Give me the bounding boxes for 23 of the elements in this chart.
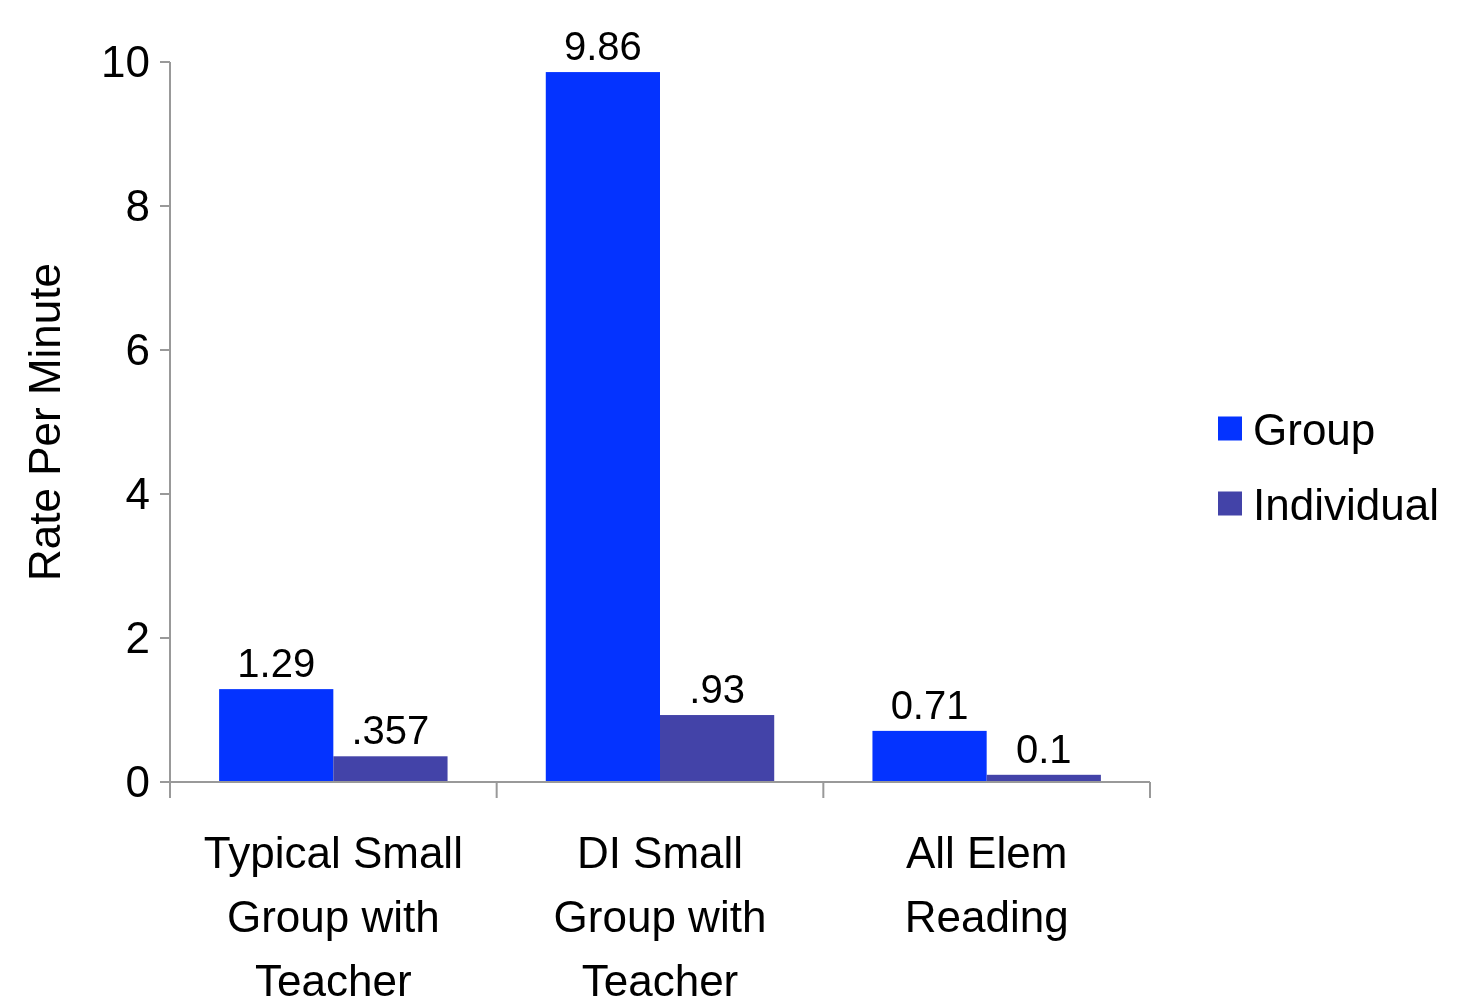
data-label: 0.71	[890, 682, 969, 727]
y-axis-title: Rate Per Minute	[20, 263, 69, 581]
y-tick-label: 4	[125, 469, 150, 519]
y-tick-label: 2	[125, 613, 150, 663]
legend-label: Group	[1253, 404, 1376, 454]
data-label: .93	[689, 667, 745, 712]
bar	[660, 715, 775, 782]
y-tick-label: 8	[125, 181, 150, 231]
data-label: 9.86	[563, 24, 642, 69]
bar	[333, 756, 448, 782]
x-tick-label: DI Small Group with Teacher	[553, 828, 767, 1000]
y-tick-label: 6	[125, 325, 150, 375]
data-label: .357	[351, 708, 430, 753]
legend-label: Individual	[1253, 479, 1439, 529]
data-label: 0.1	[1015, 726, 1072, 771]
bar	[872, 730, 987, 782]
data-label: 1.29	[237, 641, 316, 686]
bar	[545, 72, 660, 782]
bar	[219, 689, 334, 782]
y-tick-label: 10	[101, 37, 150, 87]
x-tick-label: All Elem Reading	[904, 828, 1069, 941]
y-tick-label: 0	[125, 757, 150, 807]
x-tick-label: Typical Small Group with Teacher	[203, 828, 463, 1000]
